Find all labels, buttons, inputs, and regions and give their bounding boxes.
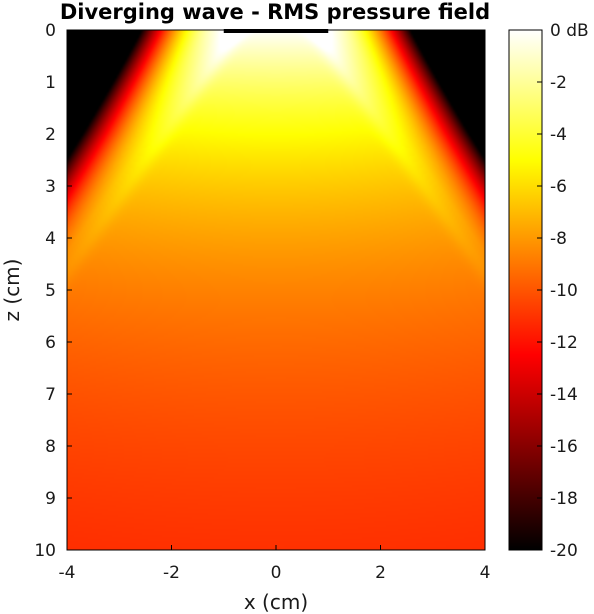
colorbar-tick-label: 0 dB: [550, 21, 589, 41]
x-axis-label: x (cm): [244, 590, 308, 614]
colorbar: 0 dB -2 -4 -6 -8 -10 -12 -14 -16 -18 -20: [508, 21, 589, 561]
y-tick-label: 7: [45, 385, 56, 405]
colorbar-tick-label: -12: [550, 333, 578, 353]
y-tick-label: 8: [45, 437, 56, 457]
y-tick-label: 9: [45, 489, 56, 509]
colorbar-tick-label: -14: [550, 385, 578, 405]
y-tick-label: 2: [45, 125, 56, 145]
y-tick-label: 1: [45, 73, 56, 93]
y-tick-label: 4: [45, 229, 56, 249]
y-tick-label: 0: [45, 21, 56, 41]
colorbar-ticks: 0 dB -2 -4 -6 -8 -10 -12 -14 -16 -18 -20: [537, 21, 589, 561]
x-tick-label: -2: [163, 563, 180, 583]
y-axis-label: z (cm): [0, 259, 24, 322]
plot-area: [66, 29, 486, 551]
heatmap-field: [67, 30, 485, 550]
x-tick-label: 0: [271, 563, 282, 583]
y-tick-label: 6: [45, 333, 56, 353]
y-tick-label: 10: [34, 541, 56, 561]
colorbar-tick-label: -2: [550, 73, 567, 93]
chart-title: Diverging wave - RMS pressure field: [60, 0, 490, 24]
colorbar-tick-label: -8: [550, 229, 567, 249]
x-tick-label: 4: [480, 563, 491, 583]
y-tick-label: 3: [45, 177, 56, 197]
colorbar-tick-label: -10: [550, 281, 578, 301]
y-axis: 0 1 2 3 4 5 6 7 8 9 10: [34, 21, 72, 561]
colorbar-tick-label: -18: [550, 489, 578, 509]
colorbar-scale: [508, 29, 543, 551]
colorbar-tick-label: -16: [550, 437, 578, 457]
x-tick-label: 2: [375, 563, 386, 583]
colorbar-tick-label: -4: [550, 125, 567, 145]
colorbar-tick-label: -6: [550, 177, 567, 197]
colorbar-tick-label: -20: [550, 541, 578, 561]
y-tick-label: 5: [45, 281, 56, 301]
x-tick-label: -4: [59, 563, 76, 583]
x-axis: -4 -2 0 2 4: [59, 545, 491, 583]
